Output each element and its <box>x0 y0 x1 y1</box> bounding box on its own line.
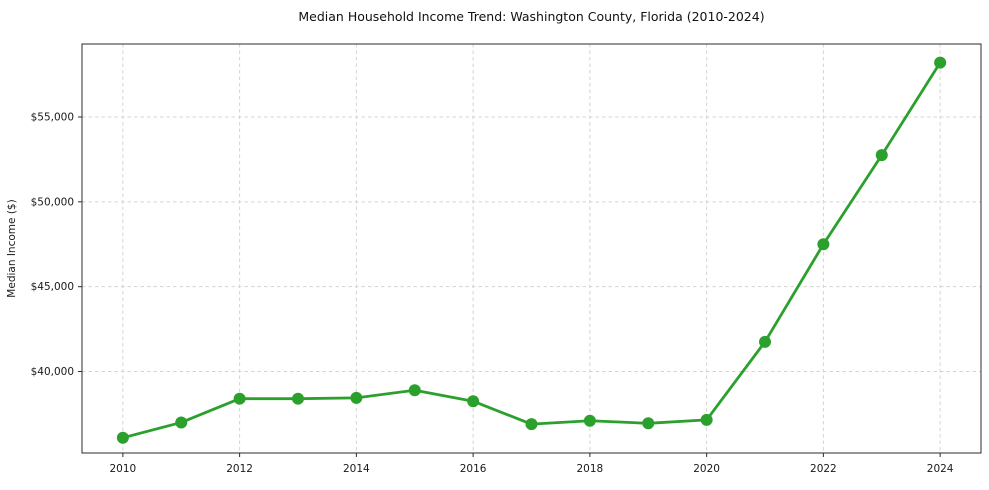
y-axis-label: Median Income ($) <box>6 199 18 297</box>
x-tick-label: 2022 <box>810 463 837 475</box>
x-tick-label: 2024 <box>927 463 954 475</box>
data-point <box>817 238 830 251</box>
y-tick-label: $40,000 <box>31 366 74 378</box>
chart-title: Median Household Income Trend: Washingto… <box>298 9 764 24</box>
data-point <box>934 56 947 69</box>
x-tick-label: 2014 <box>343 463 370 475</box>
x-tick-label: 2016 <box>460 463 487 475</box>
y-tick-label: $55,000 <box>31 111 74 123</box>
plot-area: 2010 2012 2014 2016 2018 2020 2022 2024 $40,000 $… <box>31 43 982 475</box>
plot-border <box>81 43 982 454</box>
data-point <box>291 392 304 405</box>
x-tick-label: 2020 <box>693 463 720 475</box>
data-point <box>350 391 363 404</box>
data-point <box>408 384 421 397</box>
data-point <box>583 414 596 427</box>
data-point <box>116 431 129 444</box>
data-point <box>467 395 480 408</box>
data-point <box>175 416 188 429</box>
x-tick-label: 2010 <box>109 463 136 475</box>
trend-line <box>121 61 942 440</box>
data-point <box>700 413 713 426</box>
data-point <box>642 417 655 430</box>
data-point <box>233 392 246 405</box>
y-tick-label: $45,000 <box>31 281 74 293</box>
x-tick-label: 2012 <box>226 463 253 475</box>
data-point <box>525 418 538 431</box>
y-tick-label: $50,000 <box>31 196 74 208</box>
data-point <box>875 149 888 162</box>
data-point <box>759 335 772 348</box>
x-tick-label: 2018 <box>577 463 604 475</box>
